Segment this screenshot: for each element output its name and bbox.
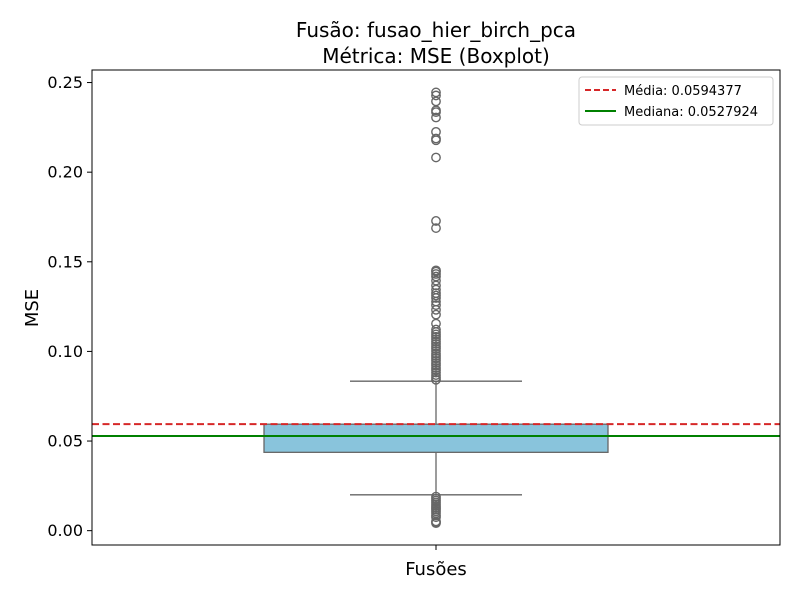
iqr-box <box>263 423 609 453</box>
y-axis-label: MSE <box>22 289 43 327</box>
outlier-point <box>431 318 441 329</box>
outlier-point <box>431 223 441 233</box>
outlier-point <box>431 491 441 502</box>
y-tick-label: 0.00 <box>47 521 83 540</box>
outlier-point <box>431 112 441 123</box>
outlier-point <box>431 216 441 226</box>
y-tick-label: 0.15 <box>47 252 83 271</box>
outlier-point <box>431 324 441 335</box>
x-axis-label: Fusões <box>405 559 467 580</box>
legend-median-label: Mediana: 0.0527924 <box>624 105 758 120</box>
legend: Média: 0.0594377 Mediana: 0.0527924 <box>578 76 774 126</box>
y-tick-label: 0.25 <box>47 73 83 92</box>
outlier-point <box>431 300 441 311</box>
y-tick-label: 0.05 <box>47 432 83 451</box>
outlier-point <box>431 152 441 163</box>
outlier-point <box>431 265 441 276</box>
outlier-point <box>431 309 441 320</box>
chart-title-line1: Fusão: fusao_hier_birch_pca <box>296 18 576 42</box>
y-axis: 0.00 0.05 0.10 0.15 0.20 0.25 <box>47 73 437 550</box>
y-tick-label: 0.10 <box>47 342 83 361</box>
plot-area <box>92 87 780 529</box>
chart-title-line2: Métrica: MSE (Boxplot) <box>322 44 550 68</box>
y-tick-label: 0.20 <box>47 163 83 182</box>
legend-mean-label: Média: 0.0594377 <box>624 84 742 99</box>
outlier-point <box>431 90 441 101</box>
outlier-point <box>431 87 441 98</box>
outlier-point <box>431 133 441 144</box>
outlier-point <box>431 126 441 137</box>
legend-frame <box>578 76 774 126</box>
